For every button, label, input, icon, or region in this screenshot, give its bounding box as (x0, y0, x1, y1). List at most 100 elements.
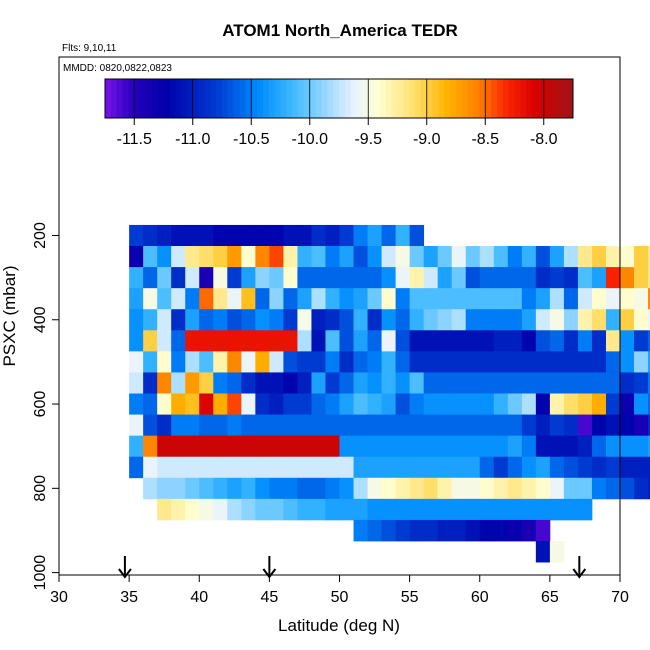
heatmap-cell (129, 246, 144, 268)
heatmap-cell (493, 372, 509, 394)
heatmap-cell (465, 351, 481, 373)
heatmap-cell (213, 498, 228, 521)
colorbar-tick-label: -8.5 (471, 131, 499, 148)
heatmap-cell (297, 435, 312, 458)
heatmap-cell (507, 351, 523, 373)
colorbar-swatch (175, 79, 182, 118)
heatmap-cell (409, 224, 425, 247)
colorbar-tick-label: -8.0 (530, 131, 558, 148)
heatmap-cell (409, 456, 425, 479)
heatmap-cell (451, 351, 467, 373)
heatmap-cell (367, 309, 382, 331)
heatmap-cell (648, 456, 650, 479)
heatmap-cell (437, 351, 453, 373)
heatmap-cell (199, 330, 214, 352)
colorbar-swatch (222, 79, 229, 118)
heatmap-cell (521, 519, 537, 542)
heatmap-cell (577, 477, 593, 500)
heatmap-cell (591, 267, 607, 289)
heatmap-cell (157, 414, 172, 437)
heatmap-cell (171, 498, 186, 521)
heatmap-cell (185, 351, 200, 373)
colorbar-swatch (344, 79, 352, 118)
colorbar-swatch (274, 79, 281, 118)
colorbar-swatch (426, 79, 434, 118)
heatmap-cell (241, 393, 256, 415)
colorbar-swatch (461, 79, 469, 118)
heatmap-cell (423, 519, 439, 542)
heatmap-cell (381, 393, 396, 415)
heatmap-cell (648, 246, 650, 268)
heatmap-cell (283, 224, 298, 247)
heatmap-cell (325, 288, 340, 310)
heatmap-cell (479, 477, 495, 500)
heatmap-cell (353, 498, 368, 521)
heatmap-cell (269, 477, 284, 500)
heatmap-cell (381, 498, 396, 521)
heatmap-cell (423, 267, 439, 289)
heatmap-cell (535, 267, 551, 289)
heatmap-cell (311, 267, 326, 289)
heatmap-cell (367, 519, 382, 542)
heatmap-cell (591, 288, 607, 310)
colorbar-swatch (561, 79, 568, 118)
heatmap-cell (367, 435, 382, 458)
heatmap-cell (185, 267, 200, 289)
colorbar-tick-label: -10.0 (292, 131, 329, 148)
x-axis-label: Latitude (deg N) (278, 616, 400, 635)
heatmap-cell (227, 456, 242, 479)
heatmap-cell (563, 498, 579, 521)
heatmap-cell (620, 435, 635, 458)
heatmap-cell (634, 309, 649, 331)
heatmap-cell (620, 267, 635, 289)
y-tick-label: 800 (32, 475, 49, 502)
heatmap-cell (521, 414, 537, 437)
heatmap-cell (648, 267, 650, 289)
heatmap-cell (171, 456, 186, 479)
heatmap-cell (549, 393, 565, 415)
heatmap-cell (634, 330, 649, 352)
colorbar-swatch (257, 79, 264, 118)
heatmap-cell (157, 267, 172, 289)
heatmap-cell (171, 224, 186, 247)
heatmap-cell (549, 541, 565, 563)
heatmap-cell (634, 288, 649, 310)
heatmap-cell (591, 393, 607, 415)
heatmap-cell (213, 288, 228, 310)
heatmap-cell (521, 267, 537, 289)
heatmap-cell (367, 330, 382, 352)
heatmap-cell (241, 456, 256, 479)
heatmap-cell (325, 477, 340, 500)
colorbar-swatch (420, 79, 428, 118)
heatmap-cell (185, 372, 200, 394)
x-axis: 30 35 40 45 50 55 60 65 70 (50, 575, 629, 606)
heatmap-cell (437, 414, 453, 437)
heatmap-cell (227, 372, 242, 394)
heatmap-cell (591, 330, 607, 352)
colorbar-swatch (555, 79, 562, 118)
heatmap-cell (620, 288, 635, 310)
heatmap-cell (493, 498, 509, 521)
heatmap-cell (255, 330, 270, 352)
heatmap-cell (465, 330, 481, 352)
heatmap-cell (241, 414, 256, 437)
heatmap-cell (577, 246, 593, 268)
heatmap-cell (269, 393, 284, 415)
colorbar-swatch (286, 79, 293, 118)
heatmap-cell (634, 372, 649, 394)
heatmap-cell (605, 435, 621, 458)
heatmap-cell (199, 267, 214, 289)
heatmap-cell (507, 372, 523, 394)
heatmap-cell (605, 477, 621, 500)
heatmap-cell (409, 498, 425, 521)
colorbar-swatch (233, 79, 241, 118)
heatmap-cell (143, 435, 158, 458)
heatmap-cell (451, 267, 467, 289)
heatmap-cell (227, 351, 242, 373)
heatmap-cell (157, 498, 172, 521)
heatmap-cell (591, 477, 607, 500)
heatmap-cell (339, 309, 354, 331)
heatmap-cell (451, 414, 467, 437)
heatmap-cell (493, 414, 509, 437)
